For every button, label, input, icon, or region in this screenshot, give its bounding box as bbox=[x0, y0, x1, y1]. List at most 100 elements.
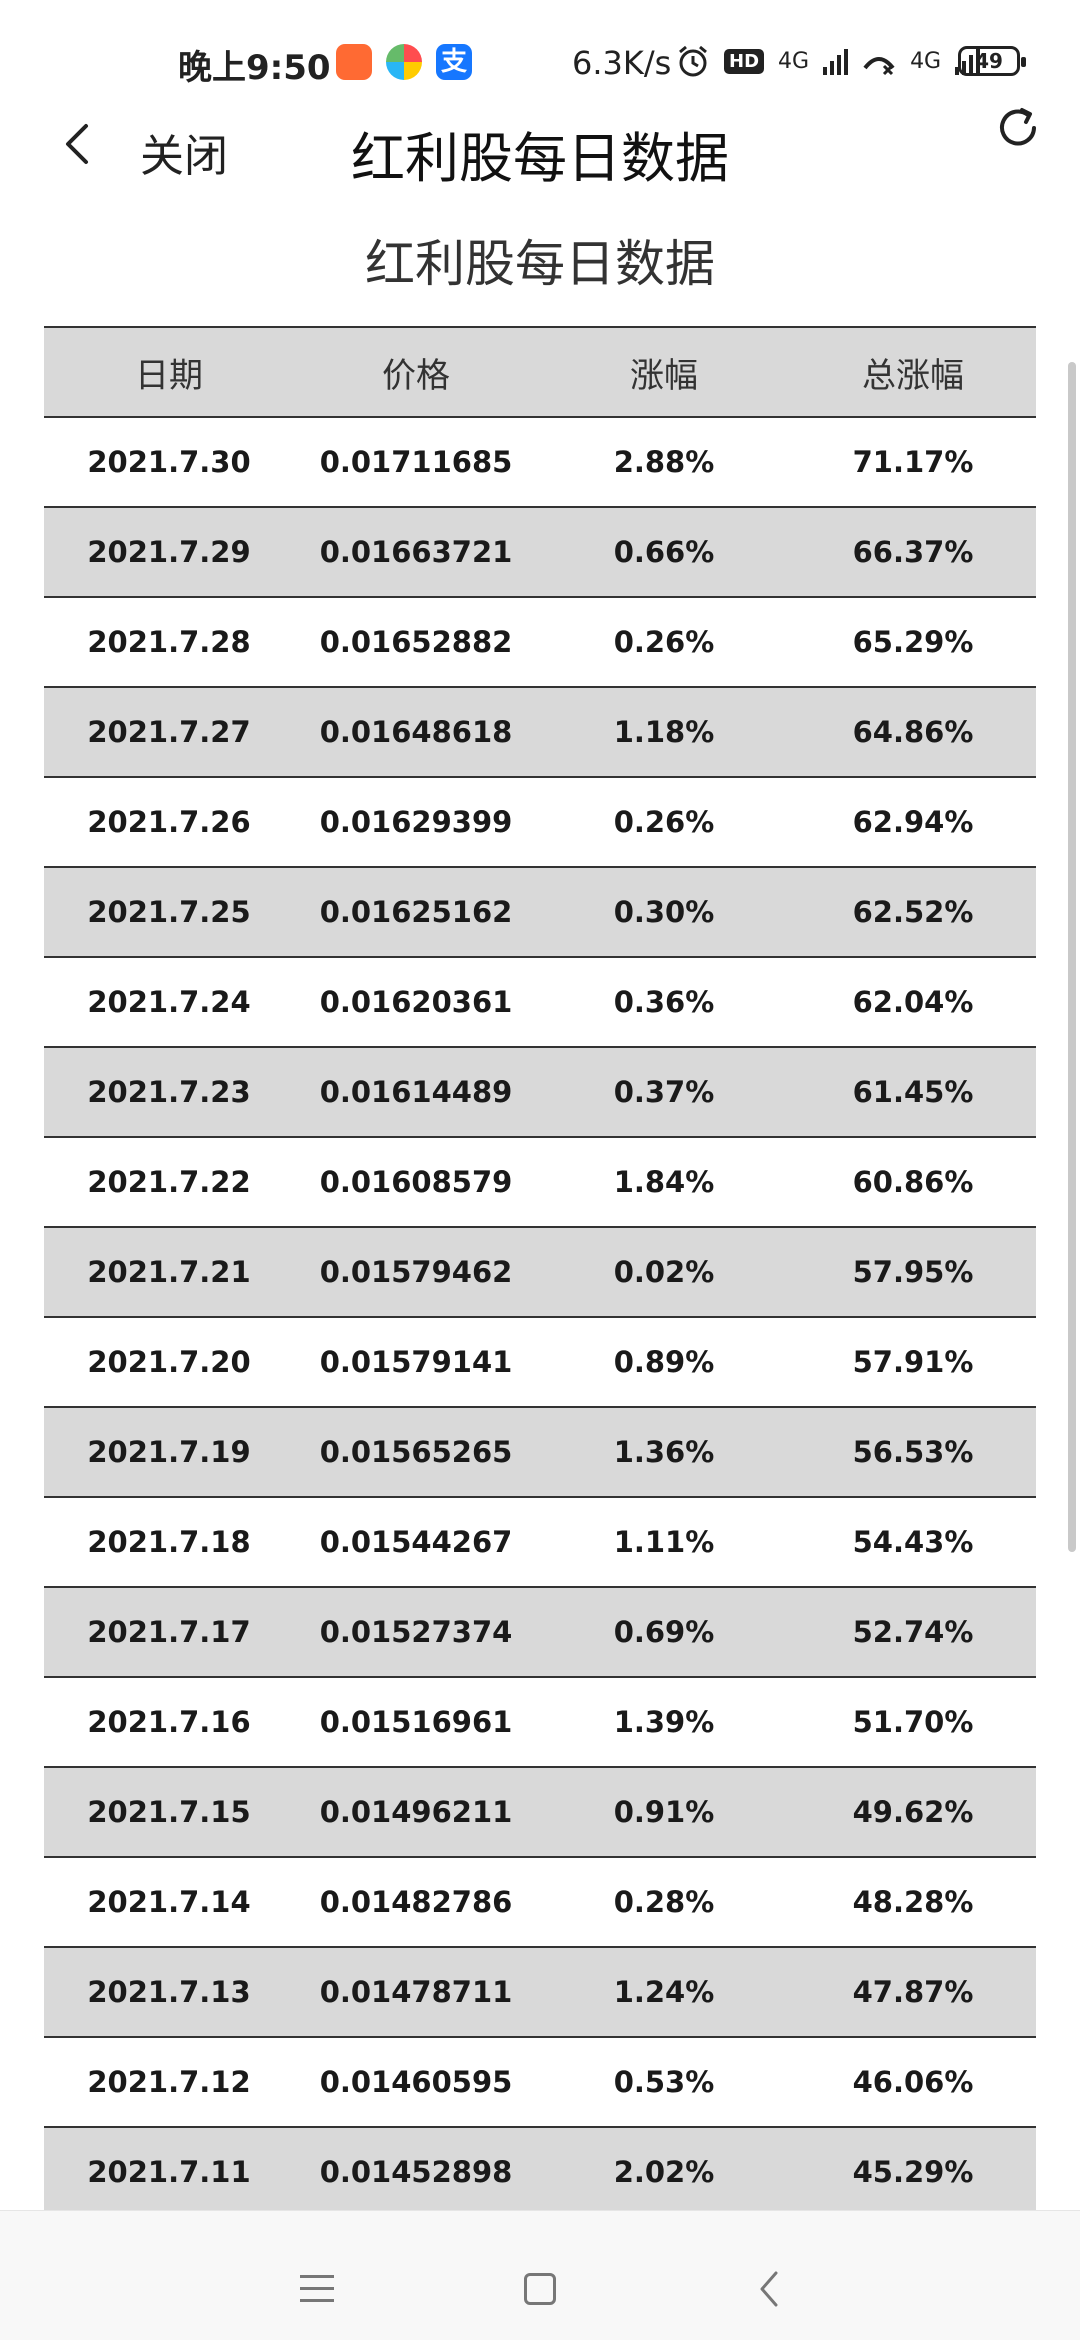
cell-date: 2021.7.19 bbox=[44, 1407, 294, 1498]
cell-total-change: 60.86% bbox=[790, 1137, 1036, 1228]
cell-price: 0.01516961 bbox=[294, 1677, 538, 1768]
table-row: 2021.7.30 0.01711685 2.88% 71.17% bbox=[44, 417, 1036, 508]
cell-change: 0.36% bbox=[538, 957, 790, 1048]
cell-change: 0.37% bbox=[538, 1047, 790, 1138]
data-table: 日期 价格 涨幅 总涨幅 2021.7.30 0.01711685 2.88% 71.… bbox=[44, 326, 1036, 2218]
table-row: 2021.7.15 0.01496211 0.91% 49.62% bbox=[44, 1767, 1036, 1858]
cell-date: 2021.7.25 bbox=[44, 867, 294, 958]
cell-price: 0.01663721 bbox=[294, 507, 538, 598]
cell-total-change: 57.95% bbox=[790, 1227, 1036, 1318]
cell-total-change: 51.70% bbox=[790, 1677, 1036, 1768]
cell-change: 0.28% bbox=[538, 1857, 790, 1948]
cell-total-change: 71.17% bbox=[790, 417, 1036, 508]
table-row: 2021.7.25 0.01625162 0.30% 62.52% bbox=[44, 867, 1036, 958]
cell-date: 2021.7.26 bbox=[44, 777, 294, 868]
cell-change: 0.30% bbox=[538, 867, 790, 958]
pinwheel-app-icon bbox=[386, 44, 422, 80]
table-header-row: 日期 价格 涨幅 总涨幅 bbox=[44, 326, 1036, 418]
header-price: 价格 bbox=[294, 326, 538, 418]
cell-total-change: 45.29% bbox=[790, 2127, 1036, 2218]
header-total-change: 总涨幅 bbox=[790, 326, 1036, 418]
cell-total-change: 62.52% bbox=[790, 867, 1036, 958]
cell-total-change: 62.94% bbox=[790, 777, 1036, 868]
home-icon[interactable] bbox=[524, 2273, 556, 2305]
cell-date: 2021.7.28 bbox=[44, 597, 294, 688]
cell-price: 0.01614489 bbox=[294, 1047, 538, 1138]
cell-date: 2021.7.30 bbox=[44, 417, 294, 508]
table-row: 2021.7.17 0.01527374 0.69% 52.74% bbox=[44, 1587, 1036, 1678]
cell-total-change: 56.53% bbox=[790, 1407, 1036, 1498]
cell-price: 0.01482786 bbox=[294, 1857, 538, 1948]
status-icons: HD 4G 4G bbox=[676, 44, 981, 78]
status-bar: 晚上9:50 支 6.3K/s HD 4G 4G 49 bbox=[0, 0, 1080, 96]
cell-change: 1.84% bbox=[538, 1137, 790, 1228]
cell-change: 1.39% bbox=[538, 1677, 790, 1768]
table-row: 2021.7.23 0.01614489 0.37% 61.45% bbox=[44, 1047, 1036, 1138]
table-row: 2021.7.24 0.01620361 0.36% 62.04% bbox=[44, 957, 1036, 1048]
alarm-icon bbox=[679, 45, 707, 77]
cell-change: 0.89% bbox=[538, 1317, 790, 1408]
battery-indicator: 49 bbox=[958, 46, 1026, 76]
system-nav-bar bbox=[0, 2210, 1080, 2340]
back-chevron-icon[interactable] bbox=[56, 112, 100, 176]
cell-total-change: 65.29% bbox=[790, 597, 1036, 688]
refresh-icon[interactable] bbox=[992, 102, 1044, 154]
cell-date: 2021.7.20 bbox=[44, 1317, 294, 1408]
cell-total-change: 48.28% bbox=[790, 1857, 1036, 1948]
alipay-icon: 支 bbox=[436, 44, 472, 80]
network-type-2: 4G bbox=[910, 48, 942, 74]
table-row: 2021.7.19 0.01565265 1.36% 56.53% bbox=[44, 1407, 1036, 1498]
cell-price: 0.01608579 bbox=[294, 1137, 538, 1228]
cell-date: 2021.7.11 bbox=[44, 2127, 294, 2218]
table-row: 2021.7.22 0.01608579 1.84% 60.86% bbox=[44, 1137, 1036, 1228]
cell-change: 0.69% bbox=[538, 1587, 790, 1678]
cell-date: 2021.7.16 bbox=[44, 1677, 294, 1768]
table-row: 2021.7.27 0.01648618 1.18% 64.86% bbox=[44, 687, 1036, 778]
cell-total-change: 57.91% bbox=[790, 1317, 1036, 1408]
table-row: 2021.7.28 0.01652882 0.26% 65.29% bbox=[44, 597, 1036, 688]
scrollbar[interactable] bbox=[1068, 362, 1076, 1552]
cell-price: 0.01629399 bbox=[294, 777, 538, 868]
header-date: 日期 bbox=[44, 326, 294, 418]
table-row: 2021.7.18 0.01544267 1.11% 54.43% bbox=[44, 1497, 1036, 1588]
cell-price: 0.01652882 bbox=[294, 597, 538, 688]
cell-date: 2021.7.12 bbox=[44, 2037, 294, 2128]
table-row: 2021.7.13 0.01478711 1.24% 47.87% bbox=[44, 1947, 1036, 2038]
cell-price: 0.01579462 bbox=[294, 1227, 538, 1318]
cell-price: 0.01625162 bbox=[294, 867, 538, 958]
content-heading: 红利股每日数据 bbox=[365, 235, 715, 293]
cell-change: 0.26% bbox=[538, 777, 790, 868]
cell-date: 2021.7.22 bbox=[44, 1137, 294, 1228]
cell-total-change: 66.37% bbox=[790, 507, 1036, 598]
cell-price: 0.01544267 bbox=[294, 1497, 538, 1588]
cell-change: 0.66% bbox=[538, 507, 790, 598]
cell-total-change: 52.74% bbox=[790, 1587, 1036, 1678]
signal-bars-icon bbox=[823, 47, 849, 75]
cell-price: 0.01620361 bbox=[294, 957, 538, 1048]
cell-total-change: 61.45% bbox=[790, 1047, 1036, 1138]
table-row: 2021.7.14 0.01482786 0.28% 48.28% bbox=[44, 1857, 1036, 1948]
menu-icon[interactable] bbox=[300, 2275, 334, 2303]
cell-change: 0.26% bbox=[538, 597, 790, 688]
cell-price: 0.01579141 bbox=[294, 1317, 538, 1408]
cell-price: 0.01460595 bbox=[294, 2037, 538, 2128]
table-body: 2021.7.30 0.01711685 2.88% 71.17% 2021.7.29 0… bbox=[44, 417, 1036, 2218]
nav-bar: 关闭 红利股每日数据 bbox=[0, 96, 1080, 192]
table-row: 2021.7.16 0.01516961 1.39% 51.70% bbox=[44, 1677, 1036, 1768]
table-row: 2021.7.21 0.01579462 0.02% 57.95% bbox=[44, 1227, 1036, 1318]
network-speed: 6.3K/s bbox=[572, 44, 672, 82]
cell-date: 2021.7.21 bbox=[44, 1227, 294, 1318]
close-button[interactable]: 关闭 bbox=[140, 131, 228, 182]
table-row: 2021.7.29 0.01663721 0.66% 66.37% bbox=[44, 507, 1036, 598]
cell-price: 0.01565265 bbox=[294, 1407, 538, 1498]
missed-call-icon bbox=[863, 57, 895, 76]
cell-total-change: 64.86% bbox=[790, 687, 1036, 778]
cell-price: 0.01527374 bbox=[294, 1587, 538, 1678]
cell-change: 1.36% bbox=[538, 1407, 790, 1498]
cell-price: 0.01452898 bbox=[294, 2127, 538, 2218]
system-back-icon[interactable] bbox=[756, 2269, 782, 2309]
cell-price: 0.01496211 bbox=[294, 1767, 538, 1858]
table-row: 2021.7.26 0.01629399 0.26% 62.94% bbox=[44, 777, 1036, 868]
cell-date: 2021.7.27 bbox=[44, 687, 294, 778]
cell-price: 0.01648618 bbox=[294, 687, 538, 778]
